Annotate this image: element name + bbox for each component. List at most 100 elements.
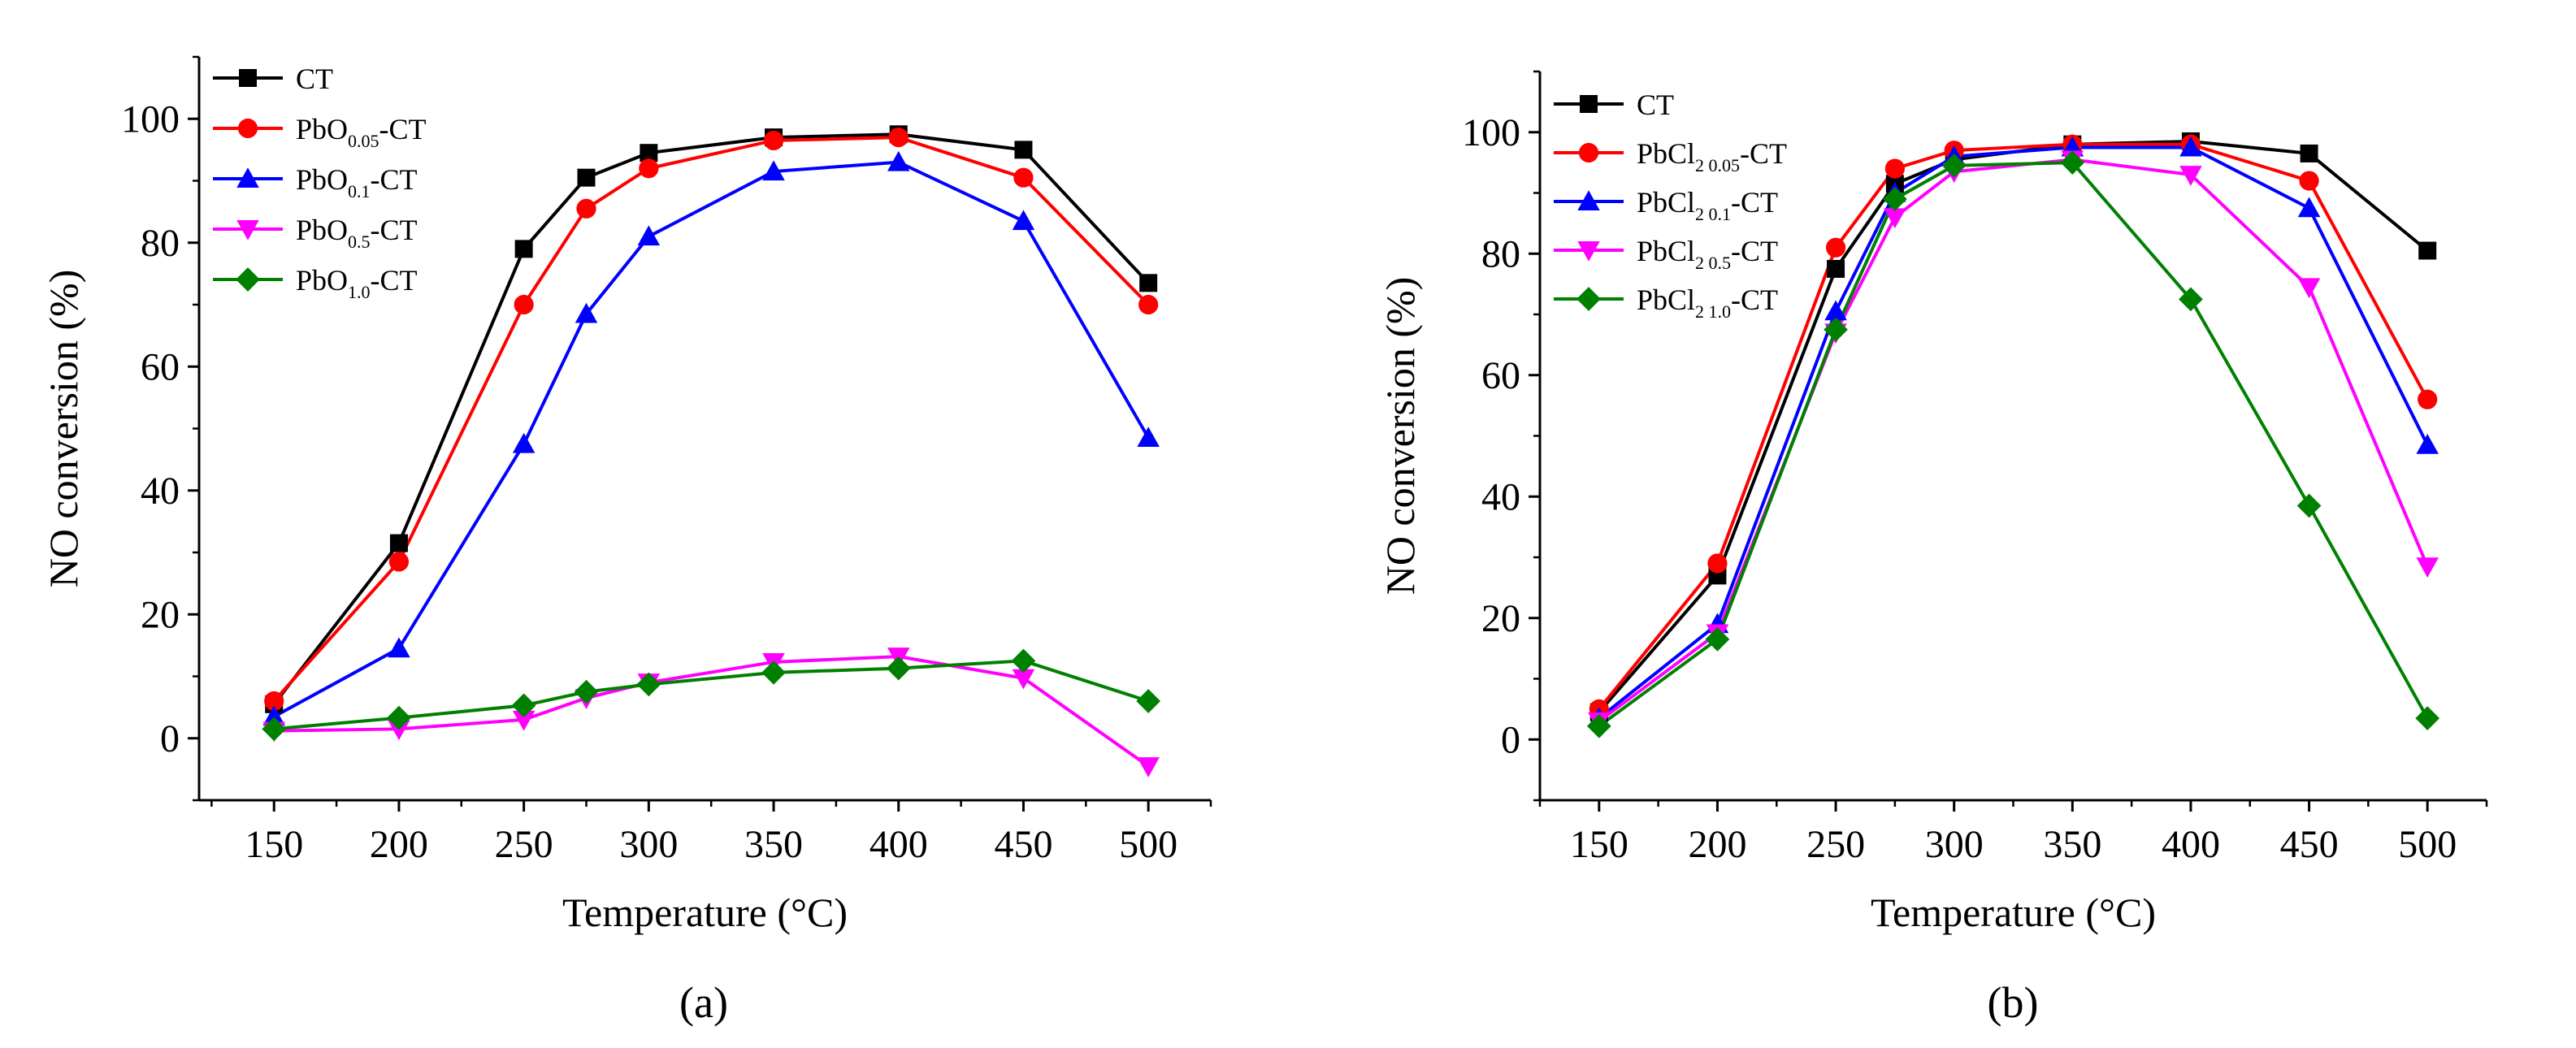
legend-label: PbCl2 0.1-CT xyxy=(1637,186,1778,224)
panel-label: (b) xyxy=(1988,978,2039,1027)
y-tick-label: 60 xyxy=(141,345,180,388)
y-tick-label: 40 xyxy=(1481,475,1520,518)
data-point xyxy=(388,552,410,572)
y-axis-title: NO conversion (%) xyxy=(41,270,86,588)
y-tick-label: 20 xyxy=(141,593,180,636)
data-point xyxy=(1884,208,1906,229)
data-point xyxy=(264,691,284,712)
x-axis-title: Temperature (°C) xyxy=(1871,890,2156,935)
y-tick-label: 20 xyxy=(1481,597,1520,640)
data-point xyxy=(387,705,411,730)
data-point xyxy=(511,693,536,718)
data-point xyxy=(1884,158,1905,179)
panel-b-chart: 0 20 40 60 80 100 150 200 250 300 350 400 450 500 Temp… xyxy=(1377,70,2488,1027)
data-point xyxy=(2179,136,2202,157)
legend-marker xyxy=(236,220,259,240)
data-point xyxy=(1941,154,1967,178)
data-point xyxy=(1827,259,1845,278)
x-tick-label: 350 xyxy=(744,823,803,866)
data-point xyxy=(640,144,658,162)
data-point xyxy=(2297,197,2321,218)
data-point xyxy=(2415,706,2440,730)
data-point xyxy=(2299,171,2319,191)
data-point xyxy=(886,656,911,681)
data-point xyxy=(762,160,785,181)
data-point xyxy=(575,302,598,323)
data-point xyxy=(512,432,536,453)
legend-marker xyxy=(236,167,259,188)
data-point xyxy=(1137,757,1160,777)
y-tick-label: 80 xyxy=(1481,232,1520,275)
x-tick-label: 400 xyxy=(870,823,928,866)
data-point xyxy=(512,710,536,731)
data-point xyxy=(2418,389,2438,409)
legend-marker xyxy=(239,69,257,87)
data-point xyxy=(1136,689,1160,713)
data-point xyxy=(262,705,285,726)
x-tick-label: 500 xyxy=(2398,823,2457,866)
legend-marker xyxy=(1577,241,1600,262)
data-point xyxy=(514,240,533,258)
legend-marker xyxy=(1577,190,1600,210)
data-point xyxy=(2296,493,2322,518)
data-point xyxy=(2418,241,2437,260)
data-point xyxy=(1824,300,1847,321)
legend-label: PbO0.5-CT xyxy=(296,214,418,252)
legend-label: PbO0.1-CT xyxy=(296,163,418,201)
legend-label: PbCl2 0.5-CT xyxy=(1637,235,1778,273)
y-tick-label: 100 xyxy=(121,97,180,141)
data-point xyxy=(2416,433,2439,454)
data-point xyxy=(637,225,661,246)
data-point xyxy=(262,717,287,742)
data-point xyxy=(2300,144,2318,162)
data-point xyxy=(388,637,410,658)
data-point xyxy=(639,158,659,179)
x-tick-label: 350 xyxy=(2043,823,2101,866)
x-tick-label: 150 xyxy=(1570,823,1628,866)
legend-marker xyxy=(237,118,258,139)
legend-label: CT xyxy=(1637,89,1674,121)
data-point xyxy=(2060,150,2085,175)
data-point xyxy=(389,534,408,552)
data-point xyxy=(1014,141,1033,159)
data-point xyxy=(577,168,596,187)
data-point xyxy=(761,660,786,685)
legend-marker xyxy=(1578,142,1599,163)
x-tick-label: 300 xyxy=(619,823,678,866)
legend-marker xyxy=(1580,95,1598,113)
data-point xyxy=(2297,278,2321,299)
panel-label: (a) xyxy=(679,978,728,1027)
legend-marker xyxy=(1576,287,1601,311)
data-point xyxy=(1707,553,1728,574)
data-point xyxy=(1012,669,1035,690)
data-point xyxy=(887,150,910,171)
legend-label: PbO0.05-CT xyxy=(296,113,427,151)
x-tick-label: 250 xyxy=(1806,823,1865,866)
panel-a-chart: 0 20 40 60 80 100 150 200 250 300 350 400 450 500 Temp… xyxy=(41,55,1212,1027)
y-tick-label: 100 xyxy=(1462,111,1520,154)
y-axis-title: NO conversion (%) xyxy=(1377,277,1423,595)
data-point xyxy=(1825,237,1846,258)
legend-label: PbO1.0-CT xyxy=(296,264,418,302)
data-point xyxy=(1705,627,1730,652)
y-tick-label: 40 xyxy=(141,470,180,513)
data-point xyxy=(1883,187,1907,211)
legend-marker xyxy=(236,267,260,292)
x-tick-label: 500 xyxy=(1119,823,1177,866)
data-point xyxy=(1138,294,1159,315)
data-point xyxy=(888,128,909,148)
x-tick-label: 250 xyxy=(495,823,553,866)
data-point xyxy=(763,130,784,151)
legend-label: PbCl2 1.0-CT xyxy=(1637,284,1778,322)
data-point xyxy=(1013,167,1034,188)
x-tick-label: 300 xyxy=(1925,823,1984,866)
x-axis-title: Temperature (°C) xyxy=(562,890,848,935)
x-tick-label: 200 xyxy=(370,823,428,866)
data-point xyxy=(574,679,599,704)
y-tick-label: 60 xyxy=(1481,354,1520,397)
data-point xyxy=(1011,648,1036,673)
y-tick-label: 0 xyxy=(1501,718,1520,761)
x-tick-label: 150 xyxy=(245,823,303,866)
legend-label: CT xyxy=(296,63,333,95)
